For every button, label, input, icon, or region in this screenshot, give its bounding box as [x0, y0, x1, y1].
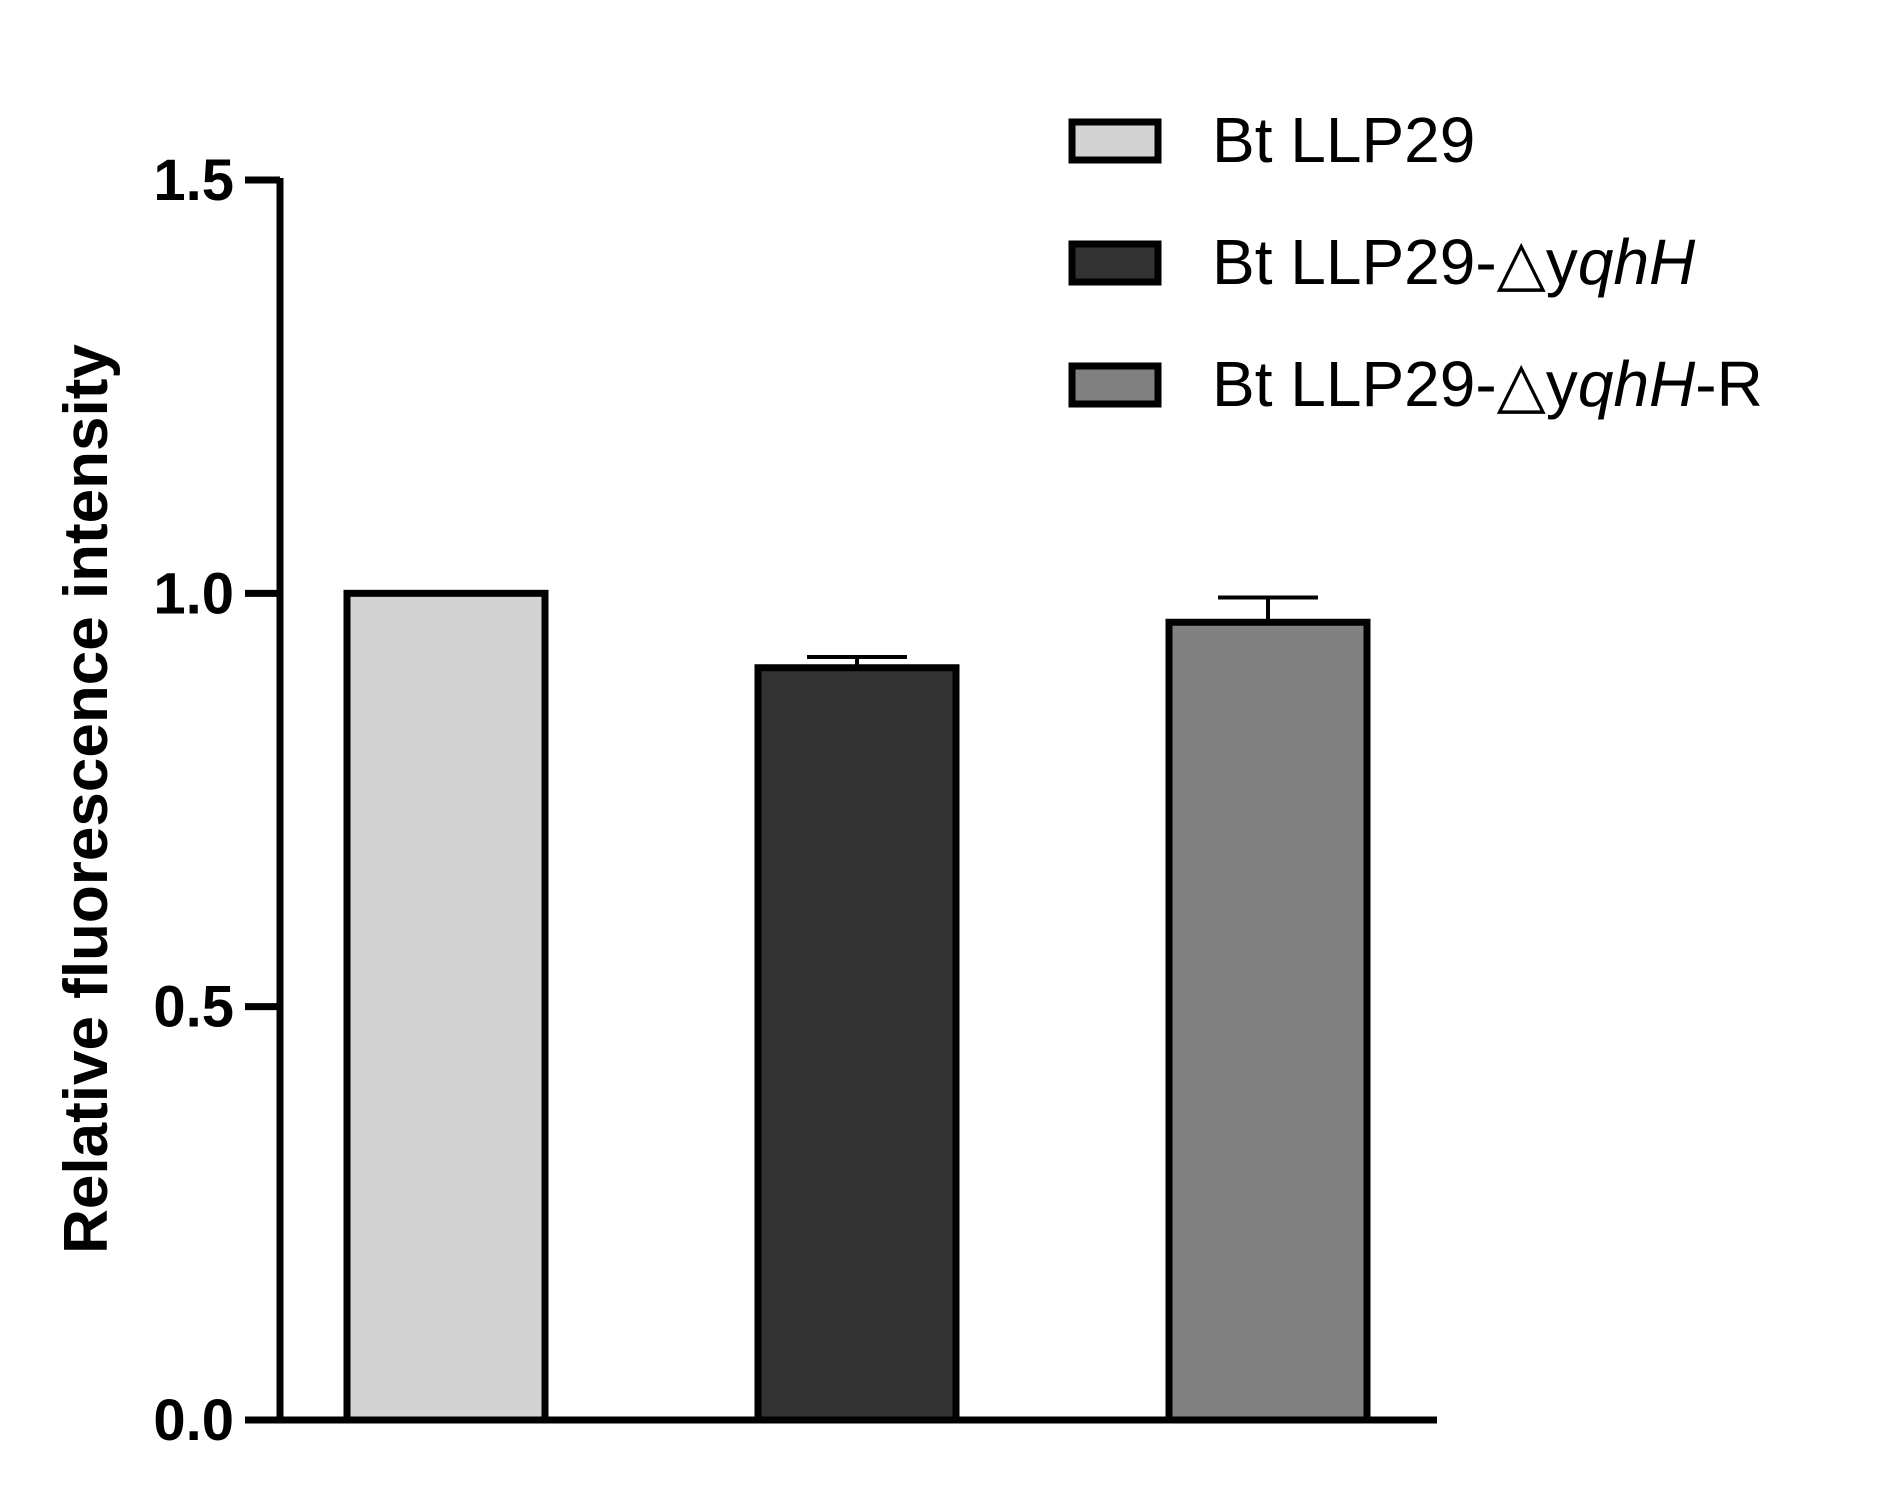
y-tick-label: 0.5 — [153, 975, 234, 1040]
legend: Bt LLP29 Bt LLP29-△yqhH Bt LLP29-△yqhH-R — [1068, 104, 1763, 420]
y-tick-label: 1.5 — [153, 148, 234, 213]
legend-swatch — [1068, 240, 1162, 286]
legend-swatch — [1068, 118, 1162, 164]
legend-label: Bt LLP29 — [1212, 104, 1475, 176]
legend-label: Bt LLP29-△yqhH — [1212, 226, 1696, 298]
bar-bt-llp29-yqhh — [754, 664, 960, 1424]
y-tick-label: 1.0 — [153, 561, 234, 626]
bars-layer — [343, 589, 1371, 1424]
bar-bt-llp29 — [343, 589, 549, 1424]
y-ticks: 0.0 0.5 1.0 1.5 — [153, 148, 280, 1453]
axes — [245, 178, 1437, 1424]
legend-label: Bt LLP29-△yqhH-R — [1212, 348, 1763, 420]
legend-swatch — [1068, 362, 1162, 408]
y-tick-label: 0.0 — [153, 1388, 234, 1453]
bar-bt-llp29-yqhh-r — [1165, 618, 1371, 1424]
error-bars-layer — [807, 595, 1318, 668]
y-axis-title: Relative fluorescence intensity — [52, 344, 121, 1254]
